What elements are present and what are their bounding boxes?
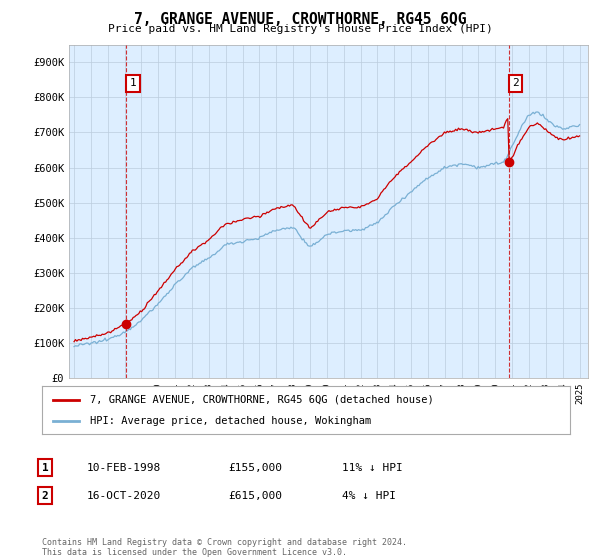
Text: 2: 2 xyxy=(512,78,519,88)
Text: 7, GRANGE AVENUE, CROWTHORNE, RG45 6QG: 7, GRANGE AVENUE, CROWTHORNE, RG45 6QG xyxy=(134,12,466,27)
Text: Price paid vs. HM Land Registry's House Price Index (HPI): Price paid vs. HM Land Registry's House … xyxy=(107,24,493,34)
Text: £155,000: £155,000 xyxy=(228,463,282,473)
Text: 4% ↓ HPI: 4% ↓ HPI xyxy=(342,491,396,501)
Text: 11% ↓ HPI: 11% ↓ HPI xyxy=(342,463,403,473)
Text: 1: 1 xyxy=(130,78,136,88)
Text: 2: 2 xyxy=(41,491,49,501)
Text: HPI: Average price, detached house, Wokingham: HPI: Average price, detached house, Woki… xyxy=(89,416,371,426)
Text: 16-OCT-2020: 16-OCT-2020 xyxy=(87,491,161,501)
Text: 7, GRANGE AVENUE, CROWTHORNE, RG45 6QG (detached house): 7, GRANGE AVENUE, CROWTHORNE, RG45 6QG (… xyxy=(89,395,433,405)
Text: £615,000: £615,000 xyxy=(228,491,282,501)
Text: Contains HM Land Registry data © Crown copyright and database right 2024.
This d: Contains HM Land Registry data © Crown c… xyxy=(42,538,407,557)
Text: 1: 1 xyxy=(41,463,49,473)
Text: 10-FEB-1998: 10-FEB-1998 xyxy=(87,463,161,473)
